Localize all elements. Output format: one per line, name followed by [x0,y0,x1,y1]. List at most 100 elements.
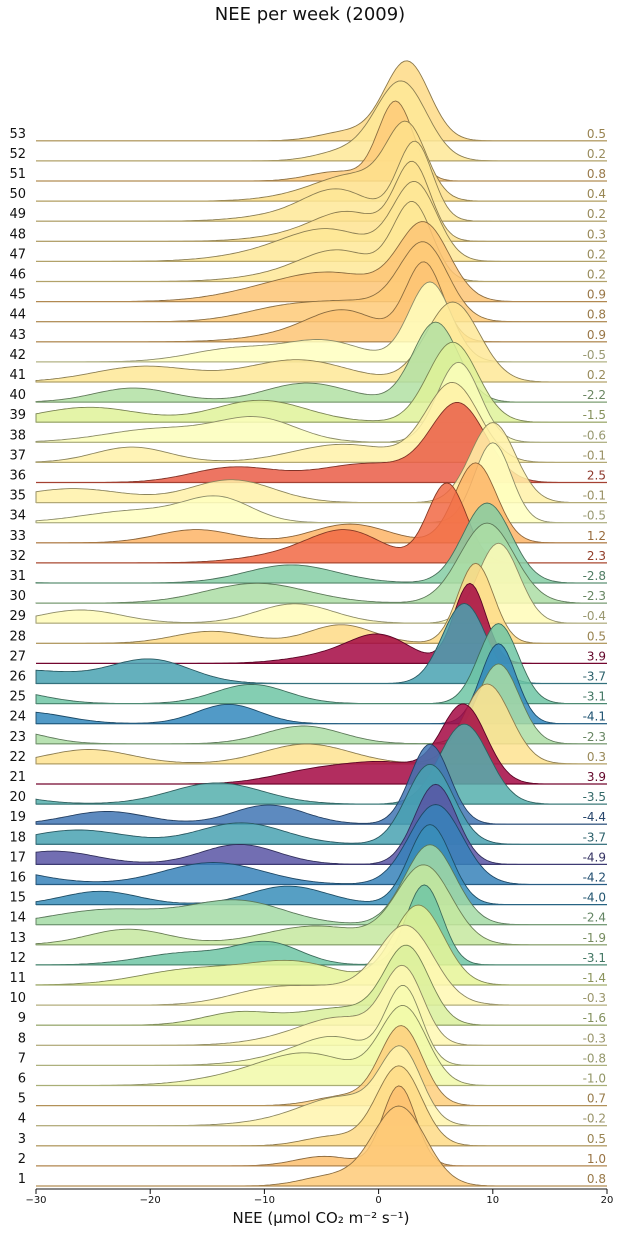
week-label: 34 [9,509,26,524]
mean-label: -2.8 [583,569,606,583]
mean-label: -0.5 [583,509,606,523]
mean-label: 0.2 [587,247,606,261]
week-label: 38 [9,428,26,443]
mean-label: -4.4 [583,810,606,824]
ridge-week-20: 20 -3.5 [9,723,607,805]
mean-label: -4.2 [583,871,606,885]
mean-label: 0.2 [587,207,606,221]
mean-label: 0.2 [587,268,606,282]
mean-label: -1.4 [583,971,606,985]
ridge-week-13: 13 -1.9 [9,864,607,946]
mean-label: 0.2 [587,368,606,382]
week-label: 3 [18,1132,26,1147]
week-label: 2 [18,1152,26,1167]
mean-label: -0.3 [583,991,606,1005]
week-label: 32 [9,549,26,564]
mean-label: -1.6 [583,1011,606,1025]
ridge-week-51: 51 0.8 [9,100,607,182]
x-tick-label: −30 [25,1195,46,1206]
mean-label: -3.1 [583,690,606,704]
ridges-group: 53 0.552 0.251 0.850 0.449 0.248 0.347 0.246 0.2… [9,60,607,1187]
week-label: 53 [9,127,26,142]
mean-label: 0.4 [587,187,606,201]
mean-label: -0.4 [583,609,606,623]
mean-label: -1.0 [583,1072,606,1086]
mean-label: 3.9 [587,770,606,784]
mean-label: -0.5 [583,348,606,362]
mean-label: -2.4 [583,911,606,925]
week-label: 23 [9,730,26,745]
ridge-week-15: 15 -4.0 [9,824,607,906]
mean-label: 0.9 [587,328,606,342]
mean-label: -0.6 [583,428,606,442]
week-label: 7 [18,1051,26,1066]
mean-label: -0.3 [583,1031,606,1045]
x-tick-label: 0 [375,1195,381,1206]
x-tick-label: 10 [486,1195,499,1206]
week-label: 6 [18,1072,26,1087]
week-label: 33 [9,529,26,544]
ridge-week-1: 1 0.8 [18,1105,607,1187]
ridge-week-52: 52 0.2 [9,80,607,162]
x-axis: −30 −20 −10 0 10 20 [25,1188,614,1206]
week-label: 24 [9,710,26,725]
mean-label: -3.7 [583,830,606,844]
mean-label: -4.1 [583,710,606,724]
x-tick-label: −20 [140,1195,161,1206]
x-tick-label: 20 [601,1195,614,1206]
ridge-week-2: 2 1.0 [18,1085,607,1167]
mean-label: -1.9 [583,931,606,945]
ridge-week-12: 12 -3.1 [9,884,607,966]
week-label: 45 [9,288,26,303]
chart-title: NEE per week (2009) [214,4,406,25]
week-label: 8 [18,1031,26,1046]
mean-label: 0.7 [587,1092,606,1106]
density-area [36,60,607,142]
week-label: 28 [9,629,26,644]
mean-label: 0.2 [587,147,606,161]
mean-label: 1.0 [587,1152,606,1166]
ridge-week-4: 4 -0.2 [18,1045,607,1127]
week-label: 42 [9,348,26,363]
density-area [35,723,607,805]
week-label: 35 [9,489,26,504]
week-label: 10 [9,991,26,1006]
mean-label: 0.8 [587,1172,606,1186]
week-label: 12 [9,951,26,966]
week-label: 49 [9,207,26,222]
density-area [35,804,607,885]
week-label: 25 [9,690,26,705]
mean-label: -2.2 [583,388,606,402]
mean-label: 0.9 [587,288,606,302]
week-label: 26 [9,670,26,685]
week-label: 5 [18,1092,26,1107]
week-label: 40 [9,388,26,403]
x-tick-label: −10 [254,1195,275,1206]
week-label: 39 [9,408,26,423]
week-label: 9 [18,1011,26,1026]
mean-label: 0.3 [587,750,606,764]
ridge-week-49: 49 0.2 [9,140,607,222]
week-label: 21 [9,770,26,785]
mean-label: 0.5 [587,629,606,643]
week-label: 13 [9,931,26,946]
week-label: 20 [9,790,26,805]
mean-label: -0.2 [583,1112,606,1126]
mean-label: 1.2 [587,529,606,543]
ridge-week-53: 53 0.5 [9,60,607,142]
week-label: 51 [9,167,26,182]
week-label: 27 [9,649,26,664]
week-label: 17 [9,850,26,865]
ridge-week-50: 50 0.4 [9,120,607,202]
week-label: 4 [18,1112,26,1127]
ridge-week-14: 14 -2.4 [9,844,607,926]
ridge-week-10: 10 -0.3 [9,924,607,1006]
week-label: 47 [9,247,26,262]
mean-label: 2.3 [587,549,606,563]
mean-label: 0.3 [587,227,606,241]
mean-label: -3.7 [583,670,606,684]
week-label: 16 [9,871,26,886]
week-label: 41 [9,368,26,383]
week-label: 11 [9,971,26,986]
